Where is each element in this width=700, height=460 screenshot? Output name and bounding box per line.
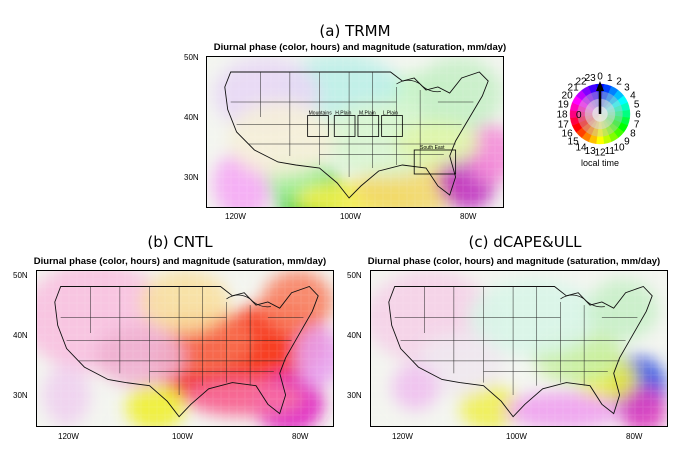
region-box	[357, 115, 380, 137]
wheel-arrowhead	[596, 81, 604, 91]
wheel-hour-label: 15	[568, 136, 580, 147]
panel-a-label: (a) TRMM	[319, 22, 391, 40]
panel-b-label: (b) CNTL	[147, 233, 213, 251]
phase-blob	[261, 271, 333, 333]
lat-tick-30-a: 30N	[184, 173, 199, 182]
phase-color-wheel: 0 0 1 2 3 4 5 6 7 8 9 10 11 12 13 14 15 16 17 18 19 20 21 22 23 l…	[540, 52, 660, 187]
wheel-hour-label: 18	[556, 110, 568, 121]
lon-tick-100-a: 100W	[340, 212, 361, 221]
lat-tick-30-c: 30N	[347, 391, 362, 400]
region-label: South East	[420, 145, 445, 151]
lat-tick-40-a: 40N	[184, 113, 199, 122]
lat-tick-50-c: 50N	[347, 271, 362, 280]
great-lakes	[396, 79, 441, 93]
lon-tick-80-a: 80W	[460, 212, 477, 221]
region-label: M.Plain	[359, 111, 376, 117]
wheel-hour-label: 7	[634, 119, 640, 130]
region-label: H.Plain	[335, 111, 351, 117]
region-box	[333, 115, 356, 137]
wheel-hour-label: 6	[635, 110, 641, 121]
wheel-center-label: 0	[576, 110, 582, 121]
map-a: Mountains H.Plain M.Plain L.Plain South East	[206, 56, 504, 208]
wheel-hour-label: 14	[575, 142, 587, 153]
phase-blob	[185, 379, 304, 417]
lon-tick-80-c: 80W	[626, 432, 643, 441]
wheel-hour-label: 2	[616, 77, 622, 88]
lat-tick-50-a: 50N	[184, 53, 199, 62]
lon-tick-120-a: 120W	[225, 212, 246, 221]
wheel-hour-label: 23	[585, 73, 597, 84]
wheel-hour-label: 19	[558, 100, 570, 111]
wheel-hour-label: 22	[575, 77, 587, 88]
wheel-hour-label: 3	[624, 83, 630, 94]
state-borders	[230, 72, 474, 177]
region-box	[413, 149, 457, 175]
wheel-hour-label: 4	[630, 91, 636, 102]
state-borders	[394, 286, 638, 395]
phase-blob	[391, 364, 440, 411]
wheel-hour-label: 17	[558, 119, 570, 130]
lat-tick-30-b: 30N	[13, 391, 28, 400]
panel-b-subtitle: Diurnal phase (color, hours) and magnitu…	[33, 256, 327, 267]
lon-tick-100-c: 100W	[506, 432, 527, 441]
state-borders	[60, 286, 304, 395]
wheel-hour-label: 5	[634, 100, 640, 111]
great-lakes	[560, 294, 605, 308]
panel-c-subtitle: Diurnal phase (color, hours) and magnitu…	[367, 256, 661, 267]
phase-blob	[587, 278, 659, 341]
phase-blob	[459, 384, 519, 426]
great-lakes	[226, 294, 271, 308]
wheel-caption: local time	[581, 158, 619, 168]
phase-blob	[414, 57, 503, 132]
phase-blob	[42, 364, 91, 426]
wheel-hour-label: 12	[594, 148, 606, 159]
lon-tick-80-b: 80W	[292, 432, 309, 441]
phase-blob	[294, 325, 333, 388]
wheel-hour-label: 13	[585, 146, 597, 157]
phase-blob	[504, 391, 623, 426]
lon-tick-120-b: 120W	[58, 432, 79, 441]
phase-blob	[619, 387, 667, 426]
wheel-hour-label: 8	[630, 129, 636, 140]
wheel-hour-label: 0	[597, 72, 603, 83]
wheel-hour-label: 1	[607, 73, 613, 84]
panel-c-label: (c) dCAPE&ULL	[468, 233, 582, 251]
lat-tick-40-c: 40N	[347, 331, 362, 340]
wheel-hour-label: 9	[624, 136, 630, 147]
region-box	[307, 115, 329, 137]
wheel-hour-label: 10	[613, 142, 625, 153]
panel-a-subtitle: Diurnal phase (color, hours) and magnitu…	[213, 42, 507, 53]
lon-tick-120-c: 120W	[392, 432, 413, 441]
wheel-hour-label: 11	[605, 146, 616, 157]
map-c	[370, 270, 668, 427]
wheel-hour-label: 16	[562, 129, 574, 140]
lat-tick-40-b: 40N	[13, 331, 28, 340]
wheel-hour-label: 21	[568, 83, 580, 94]
map-b	[36, 270, 334, 427]
phase-blob	[125, 384, 185, 426]
region-label: L.Plain	[383, 111, 399, 117]
wheel-hour-label: 20	[562, 91, 574, 102]
phase-blob	[140, 271, 230, 333]
lon-tick-100-b: 100W	[172, 432, 193, 441]
region-label: Mountains	[309, 111, 333, 117]
region-box	[381, 115, 403, 137]
lat-tick-50-b: 50N	[13, 271, 28, 280]
